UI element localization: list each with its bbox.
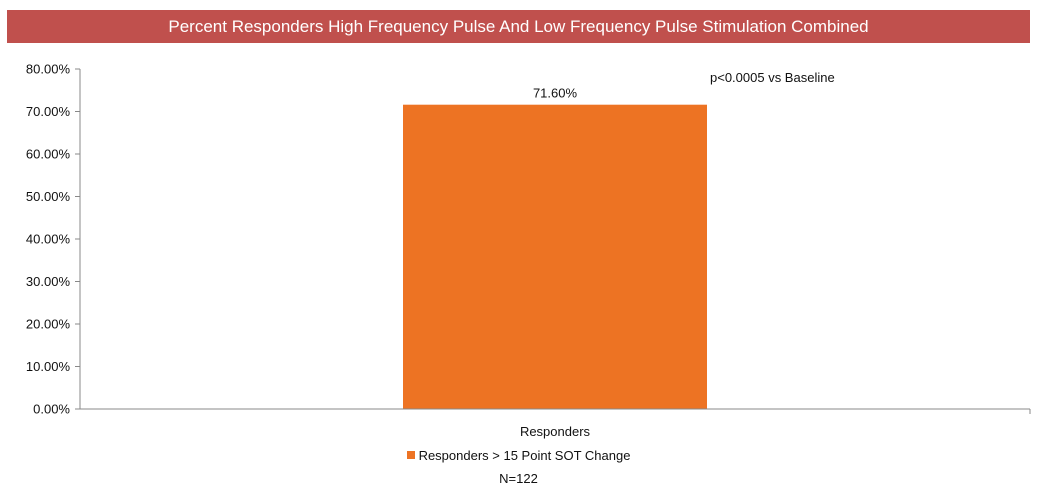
y-tick-label: 0.00% [33,402,70,417]
y-tick-label: 40.00% [26,232,71,247]
chart-title: Percent Responders High Frequency Pulse … [7,10,1030,43]
y-tick-label: 80.00% [26,62,71,77]
bars: 71.60% [403,86,707,409]
y-tick-label: 10.00% [26,359,71,374]
legend: Responders > 15 Point SOT Change [0,448,1037,463]
x-category-label: Responders [520,424,591,439]
sample-size-note: N=122 [499,471,538,486]
y-tick-label: 50.00% [26,189,71,204]
y-tick-label: 20.00% [26,317,71,332]
y-tick-label: 60.00% [26,147,71,162]
y-axis: 0.00% 10.00% 20.00% 30.00% 40.00% 50.00% 60.00… [26,62,81,417]
significance-annotation: p<0.0005 vs Baseline [710,70,835,85]
bar-chart: 0.00% 10.00% 20.00% 30.00% 40.00% 50.00% 60.00… [26,62,1031,439]
y-tick-label: 30.00% [26,274,71,289]
bar [403,104,707,409]
y-tick-label: 70.00% [26,104,71,119]
legend-label: Responders > 15 Point SOT Change [418,448,631,463]
legend-swatch [406,451,415,459]
bar-data-label: 71.60% [533,86,578,101]
x-axis: Responders [80,408,1031,439]
